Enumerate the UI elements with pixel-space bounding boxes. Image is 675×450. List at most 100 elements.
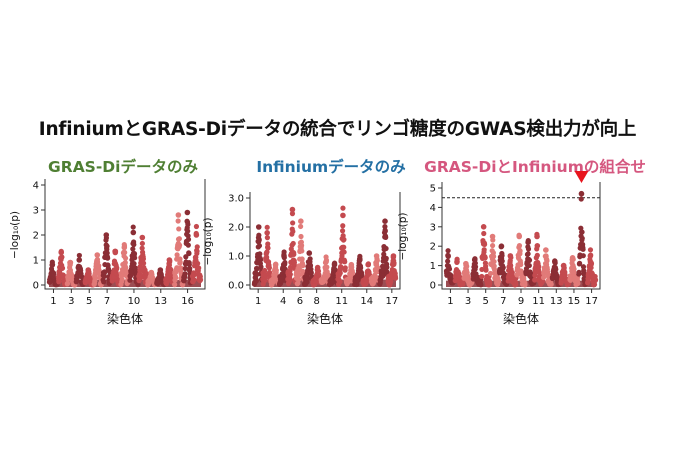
snp-point — [384, 264, 390, 270]
snp-point — [579, 235, 585, 241]
x-tick-label: 1 — [255, 296, 261, 307]
snp-point — [127, 277, 133, 283]
snp-point — [131, 261, 137, 267]
snp-peak-point — [130, 229, 137, 236]
snp-point — [307, 256, 313, 262]
snp-point — [296, 272, 302, 278]
snp-point — [544, 258, 550, 264]
snp-point — [256, 232, 262, 238]
snp-point — [289, 211, 296, 217]
snp-point — [197, 277, 204, 283]
snp-point — [548, 281, 554, 287]
snp-peak-point — [498, 243, 505, 249]
snp-peak-point — [298, 218, 304, 224]
snp-point — [472, 264, 479, 270]
snp-point — [375, 265, 381, 271]
snp-point — [135, 282, 141, 288]
x-tick-label: 10 — [128, 296, 141, 307]
snp-point — [324, 264, 330, 270]
snp-point — [304, 276, 311, 282]
y-tick-label: 0 — [430, 281, 436, 292]
snp-peak-point — [76, 257, 83, 263]
snp-point — [177, 259, 183, 265]
snp-point — [577, 260, 583, 266]
snp-point — [254, 266, 260, 272]
snp-point — [74, 277, 80, 284]
snp-peak-point — [121, 244, 128, 251]
snp-point — [137, 267, 143, 274]
snp-peak-point — [578, 191, 585, 197]
snp-point — [579, 229, 585, 235]
snp-point — [185, 221, 191, 228]
snp-point — [526, 262, 532, 269]
x-tick-label: 17 — [585, 296, 598, 307]
snp-point — [380, 273, 386, 279]
snp-peak-point — [157, 267, 164, 273]
snp-peak-point — [49, 262, 56, 268]
snp-point — [487, 280, 493, 286]
snp-point — [191, 277, 197, 283]
snp-point — [296, 276, 302, 283]
x-axis-label: 染色体 — [307, 311, 343, 326]
snp-point — [178, 265, 184, 271]
snp-peak-point — [331, 261, 338, 268]
snp-point — [571, 266, 577, 272]
snp-peak-point — [445, 253, 451, 259]
snp-point — [183, 254, 189, 260]
snp-point — [186, 250, 192, 257]
snp-point — [588, 260, 595, 266]
snp-point — [168, 267, 174, 273]
snp-point — [122, 260, 128, 266]
snp-point — [185, 236, 192, 243]
y-tick-label: 0.0 — [228, 281, 244, 292]
y-axis-label: −log₁₀(p) — [397, 212, 409, 260]
snp-point — [101, 279, 107, 285]
snp-point — [123, 265, 129, 271]
x-tick-label: 14 — [360, 296, 373, 307]
snp-peak-point — [373, 253, 380, 259]
snp-point — [76, 252, 82, 259]
snp-point — [180, 282, 186, 288]
snp-peak-point — [272, 261, 279, 268]
snp-point — [342, 259, 348, 265]
snp-peak-point — [139, 234, 146, 241]
snp-point — [374, 257, 380, 264]
y-tick-label: 2 — [33, 231, 39, 242]
x-tick-label: 1 — [447, 296, 453, 307]
snp-peak-point — [85, 267, 92, 273]
snp-point — [59, 254, 65, 260]
snp-point — [383, 245, 389, 252]
snp-peak-point — [184, 209, 191, 216]
snp-point — [495, 278, 502, 284]
snp-point — [130, 224, 136, 230]
snp-point — [358, 265, 364, 271]
snp-point — [262, 267, 268, 274]
snp-point — [491, 253, 497, 260]
snp-point — [264, 235, 270, 241]
snp-point — [172, 282, 178, 288]
x-tick-label: 5 — [86, 296, 92, 307]
x-tick-label: 3 — [465, 296, 471, 307]
snp-peak-point — [323, 259, 329, 265]
plot-frame — [249, 192, 401, 290]
snp-point — [265, 241, 271, 247]
snp-point — [194, 244, 200, 250]
snp-point — [513, 281, 519, 288]
snp-point — [578, 196, 584, 202]
snp-point — [383, 234, 389, 240]
snp-point — [101, 269, 108, 275]
snp-point — [281, 249, 287, 255]
snp-point — [341, 236, 347, 243]
snp-point — [341, 249, 347, 255]
snp-peak-point — [148, 269, 155, 276]
snp-point — [64, 280, 71, 286]
panel-title-infinium: Infiniumデータのみ — [256, 158, 406, 176]
snp-point — [105, 255, 111, 261]
snp-point — [339, 228, 346, 234]
snp-point — [482, 255, 488, 261]
snp-point — [446, 266, 453, 272]
snp-point — [580, 253, 586, 259]
x-tick-label: 16 — [181, 296, 194, 307]
snp-peak-point — [94, 252, 101, 258]
